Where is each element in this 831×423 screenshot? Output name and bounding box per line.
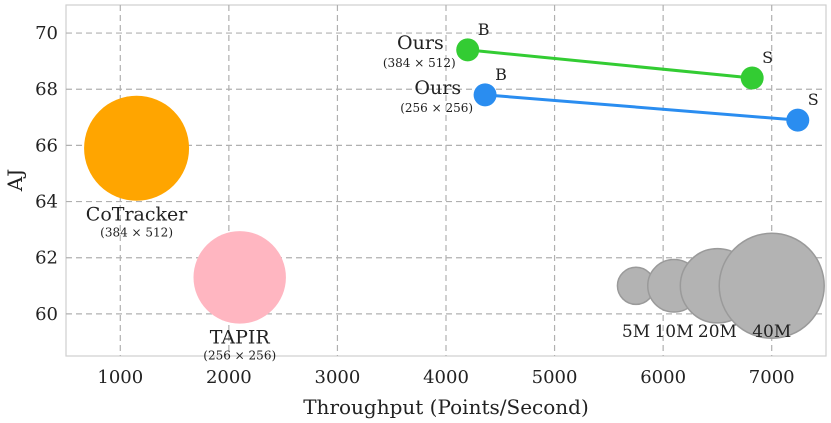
y-tick-label: 62	[35, 248, 58, 269]
bubble-sublabel: (384 × 512)	[100, 226, 173, 240]
size-legend-label: 10M	[654, 322, 693, 342]
variant-label: B	[495, 65, 507, 84]
size-legend-bubble	[718, 232, 825, 340]
data-marks: CoTracker(384 × 512)TAPIR(256 × 256)BSOu…	[84, 20, 819, 363]
x-axis-ticks: 1000 2000 3000 4000 5000 6000 7000	[97, 367, 794, 388]
size-legend: 5M 10M 20M 40M	[616, 232, 825, 342]
series-point	[456, 38, 480, 62]
variant-label: B	[478, 20, 490, 39]
size-legend-label: 5M	[622, 322, 650, 342]
series-label: Ours	[397, 32, 444, 54]
bubble-sublabel: (256 × 256)	[203, 349, 276, 363]
x-tick-label: 3000	[315, 367, 361, 388]
x-tick-label: 5000	[532, 367, 578, 388]
size-legend-label: 40M	[752, 322, 791, 342]
series-point	[740, 66, 764, 90]
variant-label: S	[808, 90, 819, 109]
x-tick-label: 4000	[423, 367, 469, 388]
x-tick-label: 6000	[640, 367, 686, 388]
series-sublabel: (384 × 512)	[383, 56, 456, 70]
size-legend-label: 20M	[698, 322, 737, 342]
y-tick-label: 60	[35, 304, 58, 325]
x-tick-label: 7000	[749, 367, 795, 388]
series-line	[484, 93, 798, 122]
y-tick-label: 68	[35, 79, 58, 100]
x-axis-title: Throughput (Points/Second)	[303, 395, 589, 419]
series-line	[467, 48, 753, 80]
y-axis-title: AJ	[3, 169, 27, 192]
x-tick-label: 2000	[206, 367, 252, 388]
series-point	[786, 108, 810, 132]
variant-label: S	[762, 48, 773, 67]
y-axis-ticks: 60 62 64 66 68 70	[35, 23, 58, 325]
series-label: Ours	[414, 77, 461, 99]
y-tick-label: 64	[35, 192, 58, 213]
bubble-tapir	[193, 231, 286, 324]
y-tick-label: 66	[35, 135, 58, 156]
y-tick-label: 70	[35, 23, 58, 44]
series-point	[473, 83, 497, 107]
x-tick-label: 1000	[97, 367, 143, 388]
series-sublabel: (256 × 256)	[400, 101, 473, 115]
bubble-label: CoTracker	[86, 204, 188, 226]
bubble-cotracker	[84, 95, 190, 201]
bubble-label: TAPIR	[210, 327, 271, 349]
